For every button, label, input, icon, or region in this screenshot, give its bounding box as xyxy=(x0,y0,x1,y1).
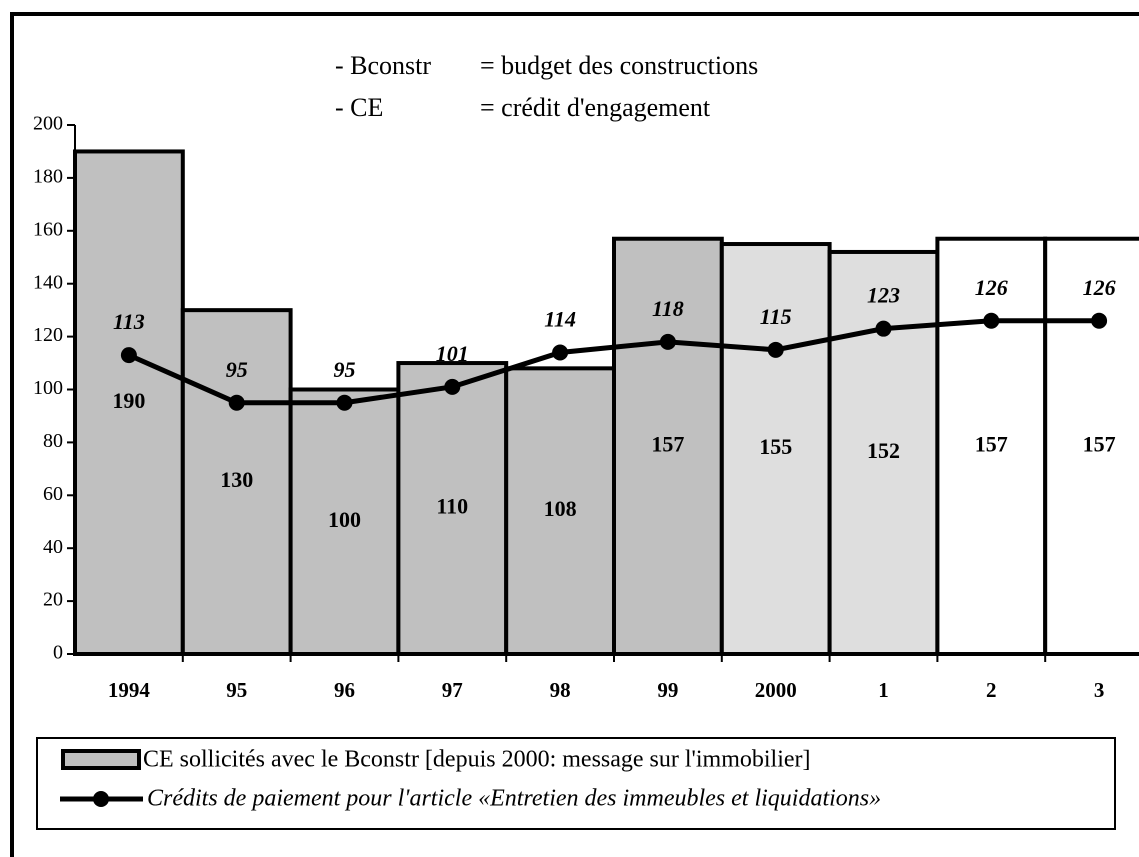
legend-box xyxy=(36,737,1116,830)
line-value-label: 115 xyxy=(760,304,792,329)
x-tick-label: 99 xyxy=(657,678,678,702)
line-point xyxy=(767,341,784,358)
line-point xyxy=(336,394,353,411)
y-tick-label: 140 xyxy=(33,271,63,293)
x-tick-label: 2000 xyxy=(755,678,797,702)
frame xyxy=(10,12,1139,857)
line-value-label: 126 xyxy=(1083,275,1116,300)
bar-value-label: 157 xyxy=(1083,431,1116,456)
y-tick-label: 180 xyxy=(33,165,63,187)
x-tick-label: 1 xyxy=(878,678,889,702)
bar xyxy=(612,236,724,657)
line-point xyxy=(659,333,676,350)
legend-marker xyxy=(93,791,109,807)
annotation: = crédit d'engagement xyxy=(480,93,711,122)
y-tick-label: 0 xyxy=(53,642,63,664)
bar-value-label: 157 xyxy=(975,431,1008,456)
y-tick-label: 200 xyxy=(33,113,63,135)
legend-swatch xyxy=(61,749,141,770)
bar-value-label: 110 xyxy=(436,494,468,519)
bar-value-label: 108 xyxy=(544,496,577,521)
line-point xyxy=(120,347,137,364)
x-tick-label: 98 xyxy=(550,678,571,702)
line-value-label: 118 xyxy=(652,296,684,321)
bar-value-label: 130 xyxy=(220,467,253,492)
annotation: - Bconstr xyxy=(335,51,431,80)
line-value-label: 95 xyxy=(226,357,248,382)
line-point xyxy=(444,378,461,395)
bar-value-label: 100 xyxy=(328,507,361,532)
line xyxy=(127,318,1100,406)
line-point xyxy=(228,394,245,411)
x-tick-label: 97 xyxy=(442,678,463,702)
annotation: - CE xyxy=(335,93,383,122)
line-value-label: 101 xyxy=(436,341,469,366)
line-point xyxy=(1091,312,1108,329)
y-tick-label: 40 xyxy=(43,536,63,558)
line-point xyxy=(875,320,892,337)
bar xyxy=(1043,236,1139,657)
legend-label: CE sollicités avec le Bconstr [depuis 20… xyxy=(143,747,811,773)
line-value-label: 126 xyxy=(975,275,1008,300)
line-value-label: 114 xyxy=(544,307,576,332)
legend-label: Crédits de paiement pour l'article «Entr… xyxy=(147,786,881,812)
bar xyxy=(73,149,185,656)
line-value-label: 95 xyxy=(334,357,356,382)
x-tick-label: 95 xyxy=(226,678,247,702)
bar-value-label: 155 xyxy=(759,434,792,459)
line-value-label: 113 xyxy=(113,309,145,334)
y-tick-label: 120 xyxy=(33,324,63,346)
x-tick-label: 96 xyxy=(334,678,355,702)
y-tick-label: 80 xyxy=(43,430,63,452)
line-value-label: 123 xyxy=(867,283,900,308)
bar-value-label: 157 xyxy=(651,431,684,456)
bar xyxy=(935,236,1048,657)
bar-value-label: 152 xyxy=(867,438,900,463)
y-tick-label: 160 xyxy=(33,218,63,240)
x-tick-label: 3 xyxy=(1094,678,1105,702)
bar xyxy=(827,249,940,657)
annotation: = budget des constructions xyxy=(480,51,758,80)
bar xyxy=(288,387,401,656)
x-tick-label: 1994 xyxy=(108,678,151,702)
line-point xyxy=(552,344,569,361)
y-tick-label: 100 xyxy=(33,377,63,399)
y-tick-label: 20 xyxy=(43,589,63,611)
y-tick-label: 60 xyxy=(43,483,63,505)
bar-value-label: 190 xyxy=(112,388,145,413)
x-tick-label: 2 xyxy=(986,678,997,702)
line-point xyxy=(983,312,1000,329)
